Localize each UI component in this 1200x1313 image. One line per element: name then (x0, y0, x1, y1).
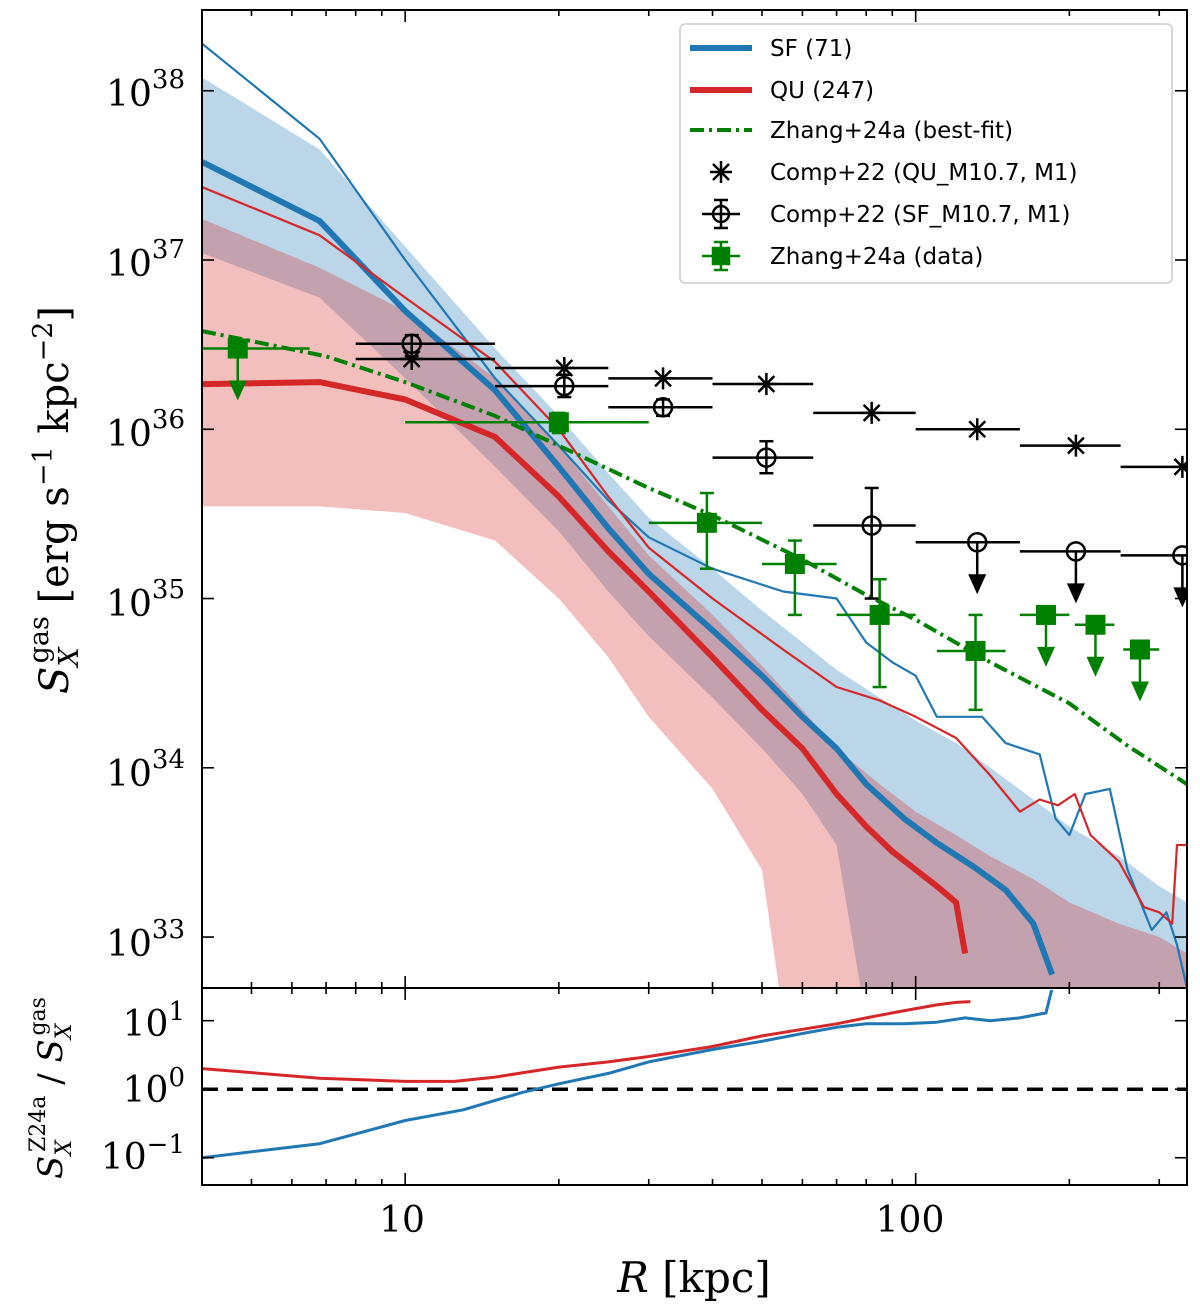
legend-swatch-comp22-qu (710, 161, 732, 183)
ratio-line-sf (202, 990, 1054, 1160)
comp22-sf-point-4 (813, 486, 916, 600)
zhang-data-point-2 (648, 491, 762, 570)
comp22-qu-point-2 (608, 367, 713, 390)
comp22-qu-marker-5 (966, 418, 989, 441)
zhang-data-7-arrow-head (1086, 656, 1105, 677)
comp22-sf-point-3 (712, 439, 814, 475)
y-tick-label-1e37: 1037 (106, 235, 185, 285)
zhang-data-marker-5 (965, 640, 986, 661)
zhang-data-marker-6 (1035, 604, 1056, 625)
x-tick-label-100: 100 (876, 1200, 945, 1241)
ratio-y-axis-label: SXZ24a / SXgas (26, 997, 77, 1179)
zhang-data-8-arrow-head (1130, 681, 1149, 702)
x-axis-label: R [kpc] (616, 1253, 771, 1302)
zhang-data-marker-7 (1085, 614, 1106, 635)
zhang-data-point-1 (405, 411, 649, 435)
zhang-data-point-5 (936, 613, 1006, 712)
zhang-data-point-0 (202, 338, 310, 401)
comp22-sf-marker-2 (652, 396, 674, 418)
zhang-data-marker-1 (548, 412, 569, 433)
zhang-data-point-3 (761, 539, 837, 617)
zhang-data-0-arrow-head (228, 380, 247, 401)
comp22-sf-marker-5 (966, 532, 988, 553)
comp22-qu-marker-3 (755, 373, 778, 396)
comp22-qu-point-7 (1120, 455, 1187, 478)
legend-frame (679, 23, 1173, 284)
legend: SF (71) QU (247) Zhang+24a (best-fit) Co… (679, 23, 1173, 284)
comp22-qu-marker-4 (860, 401, 883, 424)
ratio-y-tick-label-10: 101 (123, 997, 185, 1045)
comp22-sf-5-arrow-head (968, 574, 987, 595)
zhang-data-point-8 (1123, 639, 1160, 702)
comp22-sf-point-0 (355, 333, 496, 358)
comp22-qu-marker-7 (1171, 455, 1187, 478)
comp22-qu-marker-1 (553, 357, 576, 380)
comp22-sf-marker-3 (756, 447, 777, 468)
y-tick-label-1e36: 1036 (106, 405, 185, 455)
comp22-qu-point-4 (813, 401, 916, 424)
zhang-data-point-6 (1019, 604, 1070, 667)
comp22-sf-point-2 (608, 396, 713, 418)
comp22-qu-point-5 (915, 418, 1020, 441)
legend-label-sf: SF (71) (770, 36, 852, 62)
zhang-data-marker-2 (696, 512, 717, 533)
x-tick-labels: 10 100 (379, 1200, 944, 1241)
y-tick-label-1e33: 1033 (106, 915, 185, 965)
band-sf (202, 77, 1187, 988)
comp22-sf-point-1 (495, 373, 609, 399)
comp22-qu-point-6 (1019, 434, 1121, 457)
x-tick-label-10: 10 (379, 1200, 425, 1241)
band-qu (202, 218, 1187, 988)
legend-swatch-comp22-sf (702, 198, 740, 230)
series-line-1 (202, 42, 1187, 988)
ratio-panel-plot-area (202, 990, 1187, 1160)
legend-label-zhang-data: Zhang+24a (data) (770, 244, 983, 270)
ratio-line-qu (202, 1000, 971, 1083)
top-y-axis-label: SXgas [erg s−1 kpc−2] (24, 306, 85, 694)
comp22-sf-7-arrow-head (1173, 587, 1187, 608)
zhang-data-marker-4 (869, 604, 890, 625)
comp22-sf-marker-1 (554, 375, 575, 397)
comp22-sf-point-7 (1120, 545, 1187, 608)
zhang-data-marker-8 (1129, 639, 1150, 660)
comp22-sf-point-6 (1019, 541, 1121, 604)
comp22-sf-marker-7 (1172, 545, 1187, 566)
comp22-sf-marker-4 (861, 515, 882, 536)
comp22-sf-6-arrow-head (1066, 583, 1085, 604)
comp22-qu-point-1 (495, 357, 609, 380)
zhang-data-point-7 (1074, 614, 1115, 677)
legend-swatch-zhang-data (702, 240, 740, 272)
top-y-tick-labels: 1038 1037 1036 1035 1034 1033 (106, 65, 185, 965)
axis-ticks (202, 10, 1187, 1185)
zhang-data-point-4 (836, 577, 916, 689)
legend-label-qu: QU (247) (770, 78, 874, 104)
comp22-sf-marker-6 (1065, 541, 1087, 562)
zhang-data-marker-0 (227, 338, 248, 359)
legend-label-comp22-sf: Comp+22 (SF_M10.7, M1) (770, 202, 1070, 228)
y-tick-label-1e35: 1035 (106, 575, 185, 625)
zhang-data-6-arrow-head (1036, 646, 1055, 667)
comp22-sf-point-5 (915, 532, 1020, 595)
legend-label-zhang-fit: Zhang+24a (best-fit) (770, 118, 1013, 144)
y-tick-label-1e38: 1038 (106, 65, 185, 115)
comp22-qu-marker-6 (1064, 434, 1087, 457)
comp22-qu-marker-2 (652, 367, 675, 390)
ratio-panel-frame (201, 987, 1188, 1186)
comp22-qu-point-0 (355, 348, 496, 371)
ratio-y-tick-labels: 101 100 10−1 (101, 997, 185, 1178)
y-tick-label-1e34: 1034 (106, 745, 185, 795)
comp22-qu-marker-0 (400, 348, 423, 371)
legend-label-comp22-qu: Comp+22 (QU_M10.7, M1) (770, 160, 1078, 186)
top-panel-plot-area (202, 42, 1187, 988)
ratio-y-tick-label-1: 100 (123, 1063, 185, 1111)
series-line-0 (202, 159, 1055, 976)
comp22-sf-marker-0 (401, 333, 422, 355)
series-line-2 (202, 379, 969, 955)
series-line-4 (202, 329, 1187, 786)
zhang-data-marker-3 (784, 553, 805, 574)
ratio-y-tick-label-0.1: 10−1 (101, 1130, 185, 1178)
comp22-qu-point-3 (712, 373, 814, 396)
